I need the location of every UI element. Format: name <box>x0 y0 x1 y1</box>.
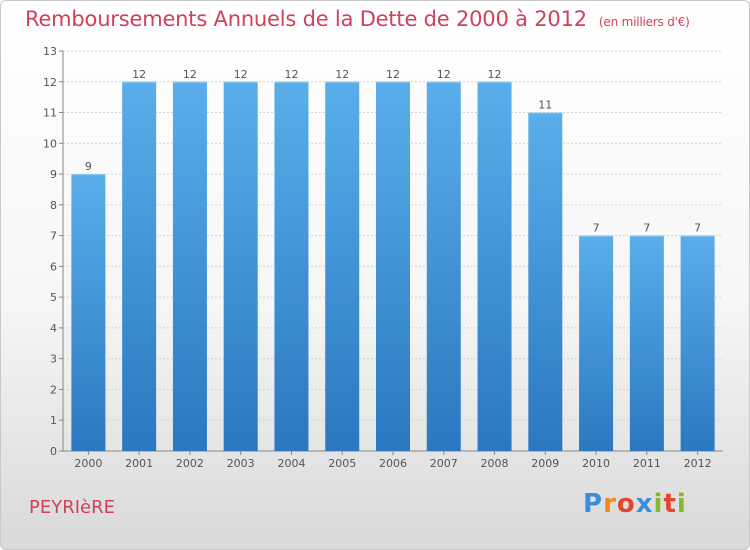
bar <box>122 81 157 452</box>
x-tick-label: 2009 <box>531 457 559 470</box>
x-tick-label: 2006 <box>379 457 407 470</box>
bar <box>477 81 512 452</box>
bar <box>426 81 461 452</box>
data-label: 7 <box>593 222 600 235</box>
logo-letter: x <box>635 489 654 519</box>
bar <box>274 81 309 452</box>
bar <box>528 112 563 452</box>
chart-title: Remboursements Annuels de la Dette de 20… <box>25 7 690 31</box>
y-tick-label: 5 <box>50 291 57 304</box>
data-label: 9 <box>85 160 92 173</box>
x-tick-label: 2007 <box>430 457 458 470</box>
logo-letter: i <box>676 489 687 519</box>
x-tick-label: 2012 <box>684 457 712 470</box>
y-tick-label: 8 <box>50 199 57 212</box>
x-tick-label: 2003 <box>227 457 255 470</box>
data-label: 12 <box>183 68 197 81</box>
proxiti-logo: Proxiti <box>583 489 687 519</box>
y-tick-label: 11 <box>43 107 57 120</box>
data-label: 7 <box>643 222 650 235</box>
x-tick-label: 2004 <box>277 457 305 470</box>
data-label: 12 <box>386 68 400 81</box>
bar <box>325 81 360 452</box>
x-tick-label: 2010 <box>582 457 610 470</box>
logo-letter: P <box>583 489 604 519</box>
x-tick-label: 2011 <box>633 457 661 470</box>
bar <box>579 235 614 451</box>
data-label: 12 <box>437 68 451 81</box>
x-tick-label: 2002 <box>176 457 204 470</box>
chart-title-text: Remboursements Annuels de la Dette de 20… <box>25 7 587 31</box>
data-label: 12 <box>132 68 146 81</box>
y-tick-label: 7 <box>50 230 57 243</box>
y-tick-label: 13 <box>43 45 57 58</box>
town-name: PEYRIèRE <box>29 497 115 518</box>
x-tick-label: 2000 <box>74 457 102 470</box>
data-label: 11 <box>538 99 552 112</box>
y-tick-label: 4 <box>50 322 57 335</box>
logo-letter: t <box>663 489 677 519</box>
y-tick-label: 6 <box>50 260 57 273</box>
x-tick-label: 2001 <box>125 457 153 470</box>
logo-letter: i <box>653 489 664 519</box>
bar <box>376 81 410 452</box>
data-label: 12 <box>335 68 349 81</box>
y-tick-label: 3 <box>50 353 57 366</box>
bar <box>223 81 258 452</box>
x-tick-label: 2008 <box>481 457 509 470</box>
x-tick-label: 2005 <box>328 457 356 470</box>
data-label: 12 <box>234 68 248 81</box>
bar <box>172 81 207 452</box>
data-label: 7 <box>694 222 701 235</box>
y-tick-label: 12 <box>43 76 57 89</box>
data-label: 12 <box>284 68 298 81</box>
y-tick-label: 1 <box>50 414 57 427</box>
bar <box>629 235 664 451</box>
bar <box>680 235 715 451</box>
y-tick-label: 10 <box>43 137 57 150</box>
chart-subtitle: (en milliers d'€) <box>598 15 690 29</box>
y-tick-label: 9 <box>50 168 57 181</box>
y-tick-label: 2 <box>50 383 57 396</box>
bar <box>71 174 106 452</box>
logo-letter: r <box>603 489 617 519</box>
y-tick-label: 0 <box>50 445 57 458</box>
data-label: 12 <box>488 68 502 81</box>
logo-letter: o <box>616 489 636 519</box>
